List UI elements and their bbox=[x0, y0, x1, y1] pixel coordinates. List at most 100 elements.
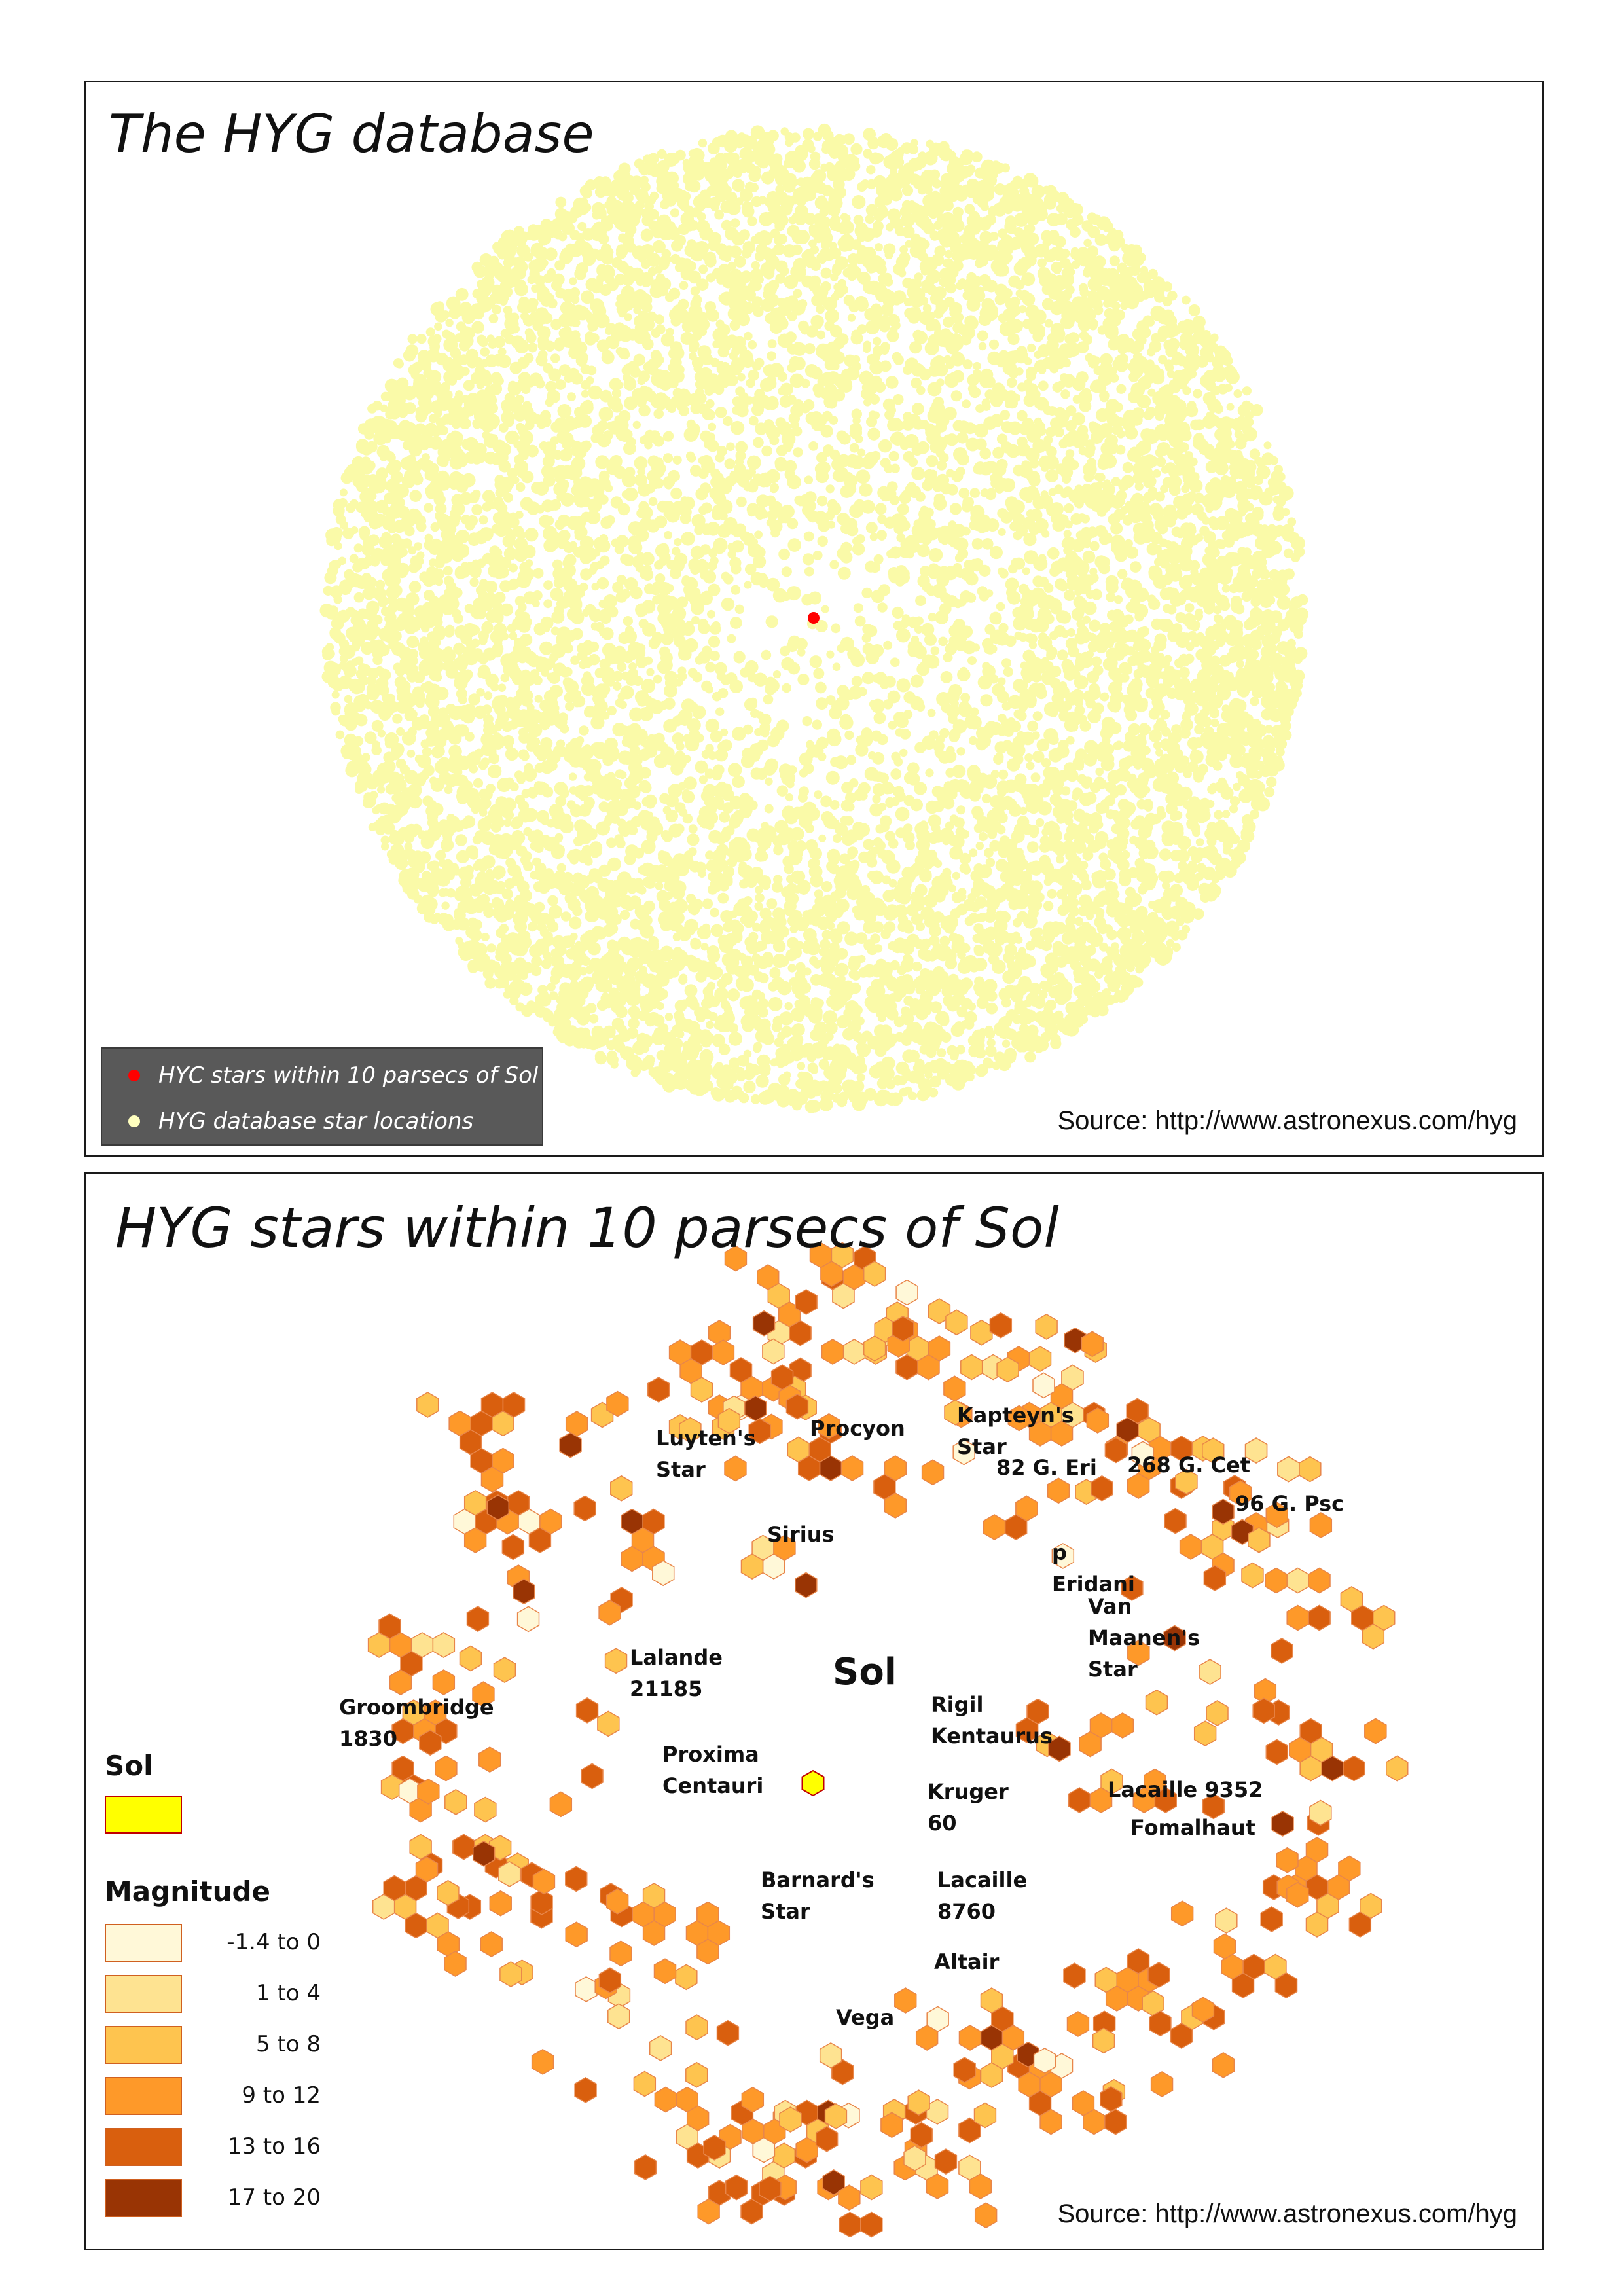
star-point bbox=[555, 196, 567, 208]
star-point bbox=[1214, 810, 1223, 820]
star-point bbox=[1027, 343, 1036, 353]
star-point bbox=[857, 181, 867, 192]
star-point bbox=[710, 907, 719, 918]
star-point bbox=[787, 538, 801, 552]
star-point bbox=[1058, 439, 1069, 449]
star-point bbox=[827, 728, 840, 742]
star-point bbox=[962, 865, 971, 875]
star-point bbox=[1187, 401, 1197, 410]
star-point bbox=[895, 827, 907, 839]
star-point bbox=[509, 632, 518, 640]
star-point bbox=[592, 716, 601, 725]
star-point bbox=[653, 408, 664, 419]
star-point bbox=[1128, 300, 1137, 310]
star-point bbox=[1026, 761, 1035, 770]
star-point bbox=[966, 164, 976, 174]
star-point bbox=[904, 434, 919, 448]
star-point bbox=[688, 824, 698, 834]
star-point bbox=[531, 956, 542, 967]
star-point bbox=[1115, 784, 1127, 796]
star-point bbox=[706, 273, 715, 283]
star-point bbox=[756, 494, 770, 508]
star-point bbox=[1047, 547, 1060, 560]
star-point bbox=[671, 789, 680, 798]
star-point bbox=[644, 656, 653, 665]
star-point bbox=[486, 943, 496, 953]
star-point bbox=[1189, 560, 1200, 571]
star-point bbox=[408, 508, 419, 518]
star-point bbox=[715, 707, 725, 716]
star-point bbox=[810, 1066, 819, 1074]
star-point bbox=[1187, 736, 1200, 750]
star-point bbox=[866, 165, 876, 175]
star-point bbox=[958, 702, 973, 717]
star-point bbox=[903, 823, 913, 833]
star-point bbox=[962, 399, 971, 408]
star-point bbox=[1133, 977, 1144, 988]
star-point bbox=[1136, 784, 1146, 794]
star-point bbox=[754, 530, 763, 539]
star-point bbox=[808, 441, 818, 451]
star-point bbox=[480, 933, 490, 941]
star-point bbox=[857, 448, 866, 457]
star-point bbox=[530, 871, 539, 880]
star-point bbox=[793, 159, 806, 173]
star-point bbox=[927, 708, 936, 717]
star-point bbox=[459, 418, 471, 429]
star-point bbox=[469, 850, 478, 860]
star-point bbox=[1219, 785, 1229, 794]
star-point bbox=[781, 657, 795, 671]
star-point bbox=[612, 581, 624, 593]
star-point bbox=[1249, 448, 1261, 460]
hyg-star-scatter-map bbox=[319, 123, 1309, 1113]
star-point bbox=[1050, 1038, 1062, 1050]
star-point bbox=[732, 727, 746, 741]
star-point bbox=[478, 515, 488, 525]
star-point bbox=[903, 954, 912, 964]
star-point bbox=[1091, 588, 1102, 600]
star-point bbox=[1078, 894, 1092, 908]
star-point bbox=[911, 403, 924, 416]
star-point bbox=[572, 906, 583, 916]
star-point bbox=[606, 279, 619, 291]
star-point bbox=[672, 455, 682, 465]
star-point bbox=[846, 755, 857, 765]
star-point bbox=[873, 554, 884, 564]
star-point bbox=[615, 839, 626, 849]
star-point bbox=[1162, 881, 1170, 890]
star-point bbox=[854, 615, 866, 627]
star-point bbox=[975, 842, 984, 850]
star-point bbox=[706, 981, 716, 991]
star-point bbox=[728, 1032, 743, 1046]
star-point bbox=[847, 314, 856, 322]
star-point bbox=[541, 312, 553, 324]
star-point bbox=[585, 331, 595, 341]
star-point bbox=[737, 372, 746, 382]
star-point bbox=[856, 222, 868, 234]
star-point bbox=[707, 609, 715, 619]
star-point bbox=[938, 1015, 950, 1026]
star-point bbox=[1038, 990, 1048, 1000]
star-point bbox=[519, 562, 531, 573]
star-point bbox=[464, 604, 475, 614]
star-point bbox=[1158, 871, 1169, 882]
star-point bbox=[693, 209, 702, 218]
star-point bbox=[802, 553, 815, 566]
star-point bbox=[865, 624, 878, 638]
star-point bbox=[1229, 804, 1238, 814]
star-point bbox=[882, 875, 891, 885]
star-point bbox=[600, 516, 613, 529]
star-point bbox=[696, 278, 709, 291]
star-point bbox=[1000, 410, 1011, 420]
star-point bbox=[852, 195, 866, 209]
star-point bbox=[736, 496, 747, 507]
star-point bbox=[406, 672, 418, 683]
star-point bbox=[619, 909, 630, 920]
star-point bbox=[390, 585, 403, 597]
star-point bbox=[646, 668, 655, 676]
star-point bbox=[1229, 796, 1240, 806]
star-point bbox=[709, 651, 720, 661]
star-point bbox=[973, 361, 981, 370]
star-point bbox=[581, 389, 589, 398]
star-point bbox=[1182, 295, 1191, 305]
